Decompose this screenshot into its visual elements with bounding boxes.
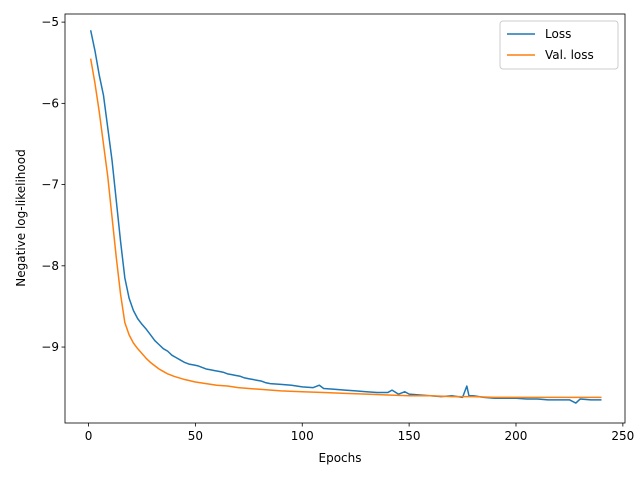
plot-area: [65, 14, 625, 423]
legend-box: [499, 20, 619, 70]
y-tick-label: −7: [41, 178, 59, 192]
plot-frame: [64, 13, 626, 424]
plot-background: [65, 14, 625, 423]
x-tick-label: 50: [188, 429, 203, 443]
y-tick-label: −5: [41, 15, 59, 29]
series-layer: [89, 30, 602, 404]
legend-label-1: Loss: [545, 27, 571, 41]
y-tick-label: −6: [41, 96, 59, 110]
x-tick-label: 250: [611, 429, 634, 443]
axes-layer: 0 50 100 150 200 250 −9 −8 −7 −6 −5: [41, 13, 634, 443]
x-axis-label: Epochs: [319, 451, 362, 465]
x-tick-label: 100: [291, 429, 314, 443]
x-tick-label: 0: [85, 429, 93, 443]
legend: Loss Val. loss: [499, 20, 619, 70]
series-line-1: [89, 30, 602, 404]
legend-label-2: Val. loss: [545, 48, 594, 62]
x-tick-label: 150: [398, 429, 421, 443]
y-tick-label: −9: [41, 340, 59, 354]
y-axis-label: Negative log-likelihood: [14, 149, 28, 286]
series-line-2: [89, 58, 602, 399]
y-tick-label: −8: [41, 259, 59, 273]
x-tick-label: 200: [505, 429, 528, 443]
